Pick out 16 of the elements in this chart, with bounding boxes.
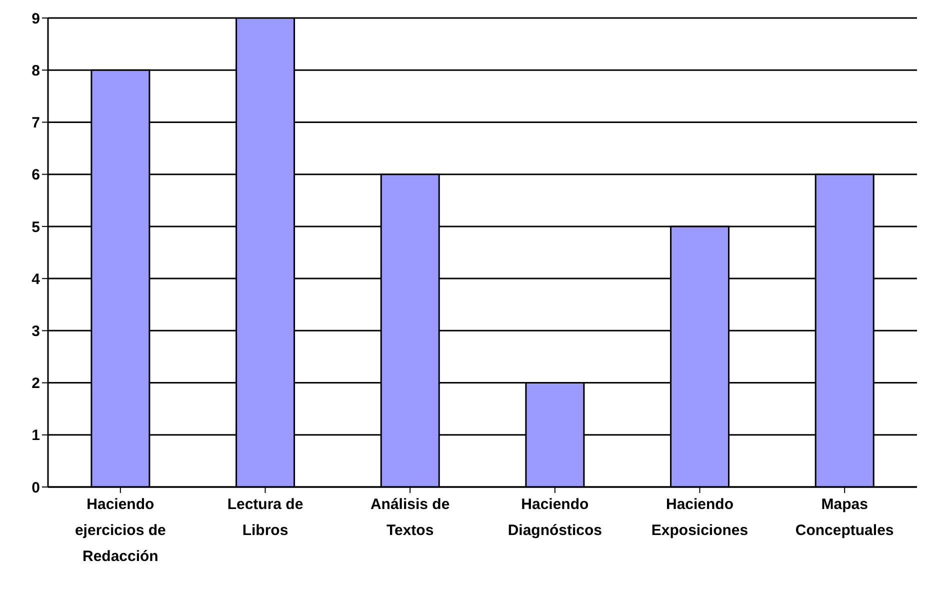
x-tick-label: Análisis de Textos xyxy=(370,496,450,539)
x-tick-label: Haciendo Exposiciones xyxy=(651,496,748,539)
y-tick-label: 7 xyxy=(32,114,40,132)
y-tick-label: 1 xyxy=(32,427,40,444)
y-tick-label: 6 xyxy=(32,166,40,184)
y-tick-label: 4 xyxy=(32,270,41,288)
x-tick-label: Mapas Conceptuales xyxy=(795,496,894,539)
y-tick-label: 8 xyxy=(32,62,40,80)
x-tick-label: Haciendo Diagnósticos xyxy=(508,496,602,539)
x-tick-label: Haciendo ejercicios de Redacción xyxy=(74,496,166,565)
y-tick-label: 0 xyxy=(32,479,40,496)
y-tick-label: 9 xyxy=(32,10,40,28)
y-tick-label: 3 xyxy=(32,322,40,340)
y-tick-label: 2 xyxy=(32,375,40,392)
x-tick-label: Lectura de Libros xyxy=(227,496,304,539)
y-tick-label: 5 xyxy=(32,218,40,236)
